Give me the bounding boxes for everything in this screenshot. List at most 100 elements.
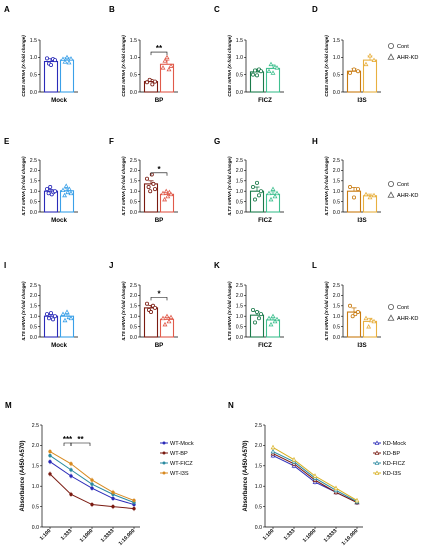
significance-bracket xyxy=(150,51,168,56)
legend-label: AHR-KD xyxy=(397,193,418,199)
y-tick-label: 2.5 xyxy=(333,283,340,289)
data-point-triangle xyxy=(168,191,174,197)
data-point xyxy=(48,472,52,476)
data-point-triangle xyxy=(68,56,74,61)
legend-triangle-icon xyxy=(387,191,395,198)
y-tick-label: 0.5 xyxy=(30,72,37,78)
data-point-circle xyxy=(147,77,152,82)
y-tick-label: 2.0 xyxy=(130,293,137,299)
data-point xyxy=(111,490,115,495)
data-point-triangle xyxy=(65,189,71,195)
data-point-triangle xyxy=(68,315,74,321)
panel-letter: M xyxy=(5,401,12,410)
data-point-circle xyxy=(258,189,263,194)
x-tick-label: 1:10.000 xyxy=(118,528,137,547)
significance-label: * xyxy=(157,165,161,174)
y-tick-label: 2.5 xyxy=(236,283,243,289)
x-category-label: I3S xyxy=(357,342,366,349)
y-axis-label: CD83 mRNA (X-fold change) xyxy=(227,35,232,97)
legend-row-2: Cont AHR-KD xyxy=(387,180,418,199)
data-point-circle xyxy=(347,70,352,75)
y-tick-label: 0.5 xyxy=(236,199,243,205)
y-tick-label: 0.5 xyxy=(236,72,243,78)
data-point-triangle xyxy=(270,186,276,191)
y-tick-label: 1.0 xyxy=(236,189,243,195)
x-category-label: BP xyxy=(155,217,164,224)
x-tick-label: 1:333 xyxy=(283,528,297,542)
data-point-triangle xyxy=(60,56,66,61)
panel-E: E 0.0 0.5 1.0 1.5 2.0 2.5 ILT3 mRNA (X-fold cha… xyxy=(4,137,78,224)
data-point-triangle xyxy=(368,317,374,323)
y-tick-label: 0.5 xyxy=(333,324,340,330)
data-point-circle xyxy=(252,68,257,73)
y-tick-label: 1.0 xyxy=(333,189,340,195)
data-point-circle xyxy=(149,172,154,177)
series-line-wt-i3s xyxy=(49,451,135,501)
legend-label: AHR-KD xyxy=(397,316,418,322)
legend-triangle-icon xyxy=(387,314,395,321)
data-point-circle xyxy=(45,312,50,317)
data-point-circle xyxy=(351,67,356,72)
legend-marker-icon xyxy=(374,460,380,465)
data-point-triangle xyxy=(274,190,280,196)
y-tick-label: 1.0 xyxy=(236,314,243,320)
y-tick-label: 0.0 xyxy=(30,210,37,216)
y-tick-label: 2.0 xyxy=(236,168,243,174)
y-tick-label: 1.5 xyxy=(236,304,243,310)
data-point-triangle xyxy=(163,188,169,194)
legend-label: Cont xyxy=(397,182,409,188)
panel-letter: F xyxy=(109,137,114,146)
x-category-label: Mock xyxy=(51,342,67,349)
y-tick-label: 1.0 xyxy=(333,314,340,320)
x-tick-label: 1:100 xyxy=(262,528,276,542)
legend-label: KD-Mock xyxy=(383,441,406,447)
x-tick-label: 1:10.000 xyxy=(341,528,360,547)
data-point-circle xyxy=(144,80,149,85)
data-point-circle xyxy=(49,311,54,316)
y-tick-label: 0.0 xyxy=(130,210,137,216)
data-point-circle xyxy=(250,72,255,77)
data-point-triangle xyxy=(162,58,168,63)
data-point-triangle xyxy=(164,313,170,319)
legend-circle-icon xyxy=(387,303,394,310)
data-point-circle xyxy=(258,69,263,74)
y-tick-label: 1.5 xyxy=(333,179,340,185)
y-tick-label: 2.0 xyxy=(32,443,39,449)
data-point-circle xyxy=(51,317,56,322)
panel-letter: E xyxy=(4,137,10,146)
y-tick-label: 2.0 xyxy=(236,293,243,299)
data-point xyxy=(48,453,52,458)
bar-cont xyxy=(249,314,265,338)
data-point-triangle xyxy=(164,54,170,60)
legend-label: WT-Mock xyxy=(170,441,194,447)
y-tick-label: 0.0 xyxy=(130,335,137,341)
data-point-circle xyxy=(152,305,157,310)
y-tick-label: 0.0 xyxy=(32,525,39,531)
legend-label: Cont xyxy=(397,44,409,50)
legend-marker-icon xyxy=(374,440,380,445)
y-tick-label: 1.5 xyxy=(130,179,137,185)
legend-triangle-icon xyxy=(387,53,395,60)
x-category-label: I3S xyxy=(357,97,366,104)
y-tick-label: 1.5 xyxy=(30,38,37,44)
data-point-triangle xyxy=(371,57,377,62)
y-tick-label: 1.0 xyxy=(236,55,243,61)
y-tick-label: 0.5 xyxy=(130,324,137,330)
bar-ahr-kd xyxy=(362,320,378,338)
data-point xyxy=(69,468,73,472)
y-tick-label: 1.0 xyxy=(130,314,137,320)
bar-cont xyxy=(346,190,362,213)
data-point-triangle xyxy=(66,59,72,65)
legend-label: KD-BP xyxy=(383,451,400,457)
data-point-triangle xyxy=(62,192,68,198)
y-tick-label: 1.5 xyxy=(236,179,243,185)
legend-marker-icon xyxy=(374,450,380,455)
legend-marker-icon xyxy=(162,451,166,455)
legend-label: Cont xyxy=(397,305,409,311)
data-point-circle xyxy=(53,189,58,194)
data-point xyxy=(48,459,52,464)
y-axis-label: CD83 mRNA (X-fold change) xyxy=(21,35,26,97)
y-tick-label: 0.0 xyxy=(30,90,37,96)
data-point-triangle xyxy=(60,187,66,193)
x-category-label: BP xyxy=(155,97,164,104)
